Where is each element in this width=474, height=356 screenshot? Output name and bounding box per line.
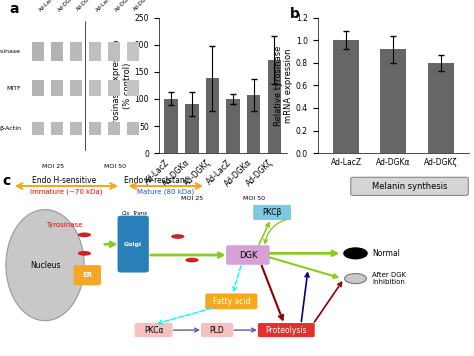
Bar	[70, 80, 82, 96]
Text: DGK: DGK	[238, 251, 257, 260]
Text: Endo H-sensitive: Endo H-sensitive	[32, 176, 96, 185]
Text: MOI 25: MOI 25	[181, 197, 203, 201]
Text: Cis: Cis	[122, 211, 130, 216]
Text: Tyrosinase: Tyrosinase	[46, 222, 82, 228]
Text: PKCα: PKCα	[144, 326, 164, 335]
Text: MOI 25: MOI 25	[42, 164, 64, 169]
Text: Ad-DGKα: Ad-DGKα	[114, 0, 134, 12]
Bar	[51, 80, 63, 96]
Bar	[127, 42, 138, 61]
Bar	[89, 122, 100, 136]
Y-axis label: Relative tyrosinase
mRNA expression: Relative tyrosinase mRNA expression	[273, 45, 293, 126]
Ellipse shape	[127, 227, 140, 232]
Bar	[127, 122, 138, 136]
Y-axis label: Tyrosinase expression
(% control): Tyrosinase expression (% control)	[112, 39, 132, 132]
Text: Ad-DGKα: Ad-DGKα	[57, 0, 77, 12]
Bar	[70, 42, 82, 61]
Bar	[51, 42, 63, 61]
Text: After DGK
inhibition: After DGK inhibition	[372, 272, 406, 285]
Bar	[108, 42, 119, 61]
Bar	[89, 80, 100, 96]
Bar	[185, 104, 199, 153]
Ellipse shape	[127, 251, 140, 256]
Text: b: b	[290, 7, 300, 21]
Bar	[333, 40, 359, 153]
Bar	[51, 122, 63, 136]
FancyBboxPatch shape	[205, 293, 257, 309]
Text: PKCβ: PKCβ	[263, 208, 282, 217]
Text: Trans: Trans	[133, 211, 148, 216]
Bar	[70, 122, 82, 136]
Text: Proteolysis: Proteolysis	[265, 326, 307, 335]
FancyBboxPatch shape	[258, 323, 315, 337]
Ellipse shape	[78, 251, 91, 256]
Bar	[164, 99, 178, 153]
FancyBboxPatch shape	[201, 323, 233, 337]
Text: Ad-LacZ: Ad-LacZ	[95, 0, 113, 12]
Text: PLD: PLD	[210, 326, 225, 335]
Text: Tyrosinase: Tyrosinase	[0, 49, 21, 54]
Text: Ad-LacZ: Ad-LacZ	[38, 0, 56, 12]
Bar	[108, 80, 119, 96]
FancyBboxPatch shape	[351, 177, 468, 195]
Ellipse shape	[78, 232, 91, 237]
FancyBboxPatch shape	[226, 245, 270, 265]
Bar	[428, 63, 454, 153]
Text: ER: ER	[82, 272, 92, 278]
Ellipse shape	[343, 247, 368, 260]
Text: MITF: MITF	[7, 86, 21, 91]
Bar	[108, 122, 119, 136]
FancyBboxPatch shape	[135, 323, 173, 337]
Bar	[268, 60, 281, 153]
FancyBboxPatch shape	[73, 265, 101, 285]
Text: Nucleus: Nucleus	[30, 261, 60, 269]
Bar	[32, 122, 44, 136]
Text: a: a	[9, 1, 19, 16]
Bar	[89, 42, 100, 61]
Text: Endo H-resistant: Endo H-resistant	[125, 176, 188, 185]
FancyBboxPatch shape	[118, 216, 149, 273]
Bar	[247, 95, 260, 153]
Text: Ad-DGKζ: Ad-DGKζ	[76, 0, 96, 12]
Text: β-Actin: β-Actin	[0, 126, 21, 131]
Ellipse shape	[6, 210, 84, 321]
Ellipse shape	[171, 234, 184, 239]
Bar	[32, 42, 44, 61]
Text: Ad-DGKζ: Ad-DGKζ	[133, 0, 153, 12]
Text: c: c	[2, 174, 10, 188]
Text: Mature (80 kDa): Mature (80 kDa)	[137, 188, 194, 195]
Bar	[32, 80, 44, 96]
Text: MOI 50: MOI 50	[243, 197, 265, 201]
Ellipse shape	[345, 273, 366, 284]
Text: Melanin synthesis: Melanin synthesis	[372, 182, 447, 191]
Text: Immature (~70 kDa): Immature (~70 kDa)	[30, 188, 102, 195]
Ellipse shape	[185, 258, 199, 262]
FancyBboxPatch shape	[253, 205, 291, 220]
Text: Fatty acid: Fatty acid	[212, 297, 250, 306]
Text: Normal: Normal	[372, 249, 400, 258]
Bar	[127, 80, 138, 96]
Text: MOI 50: MOI 50	[104, 164, 126, 169]
Bar	[380, 49, 407, 153]
Text: Golgi: Golgi	[124, 242, 142, 247]
Bar	[227, 99, 240, 153]
Bar	[206, 78, 219, 153]
